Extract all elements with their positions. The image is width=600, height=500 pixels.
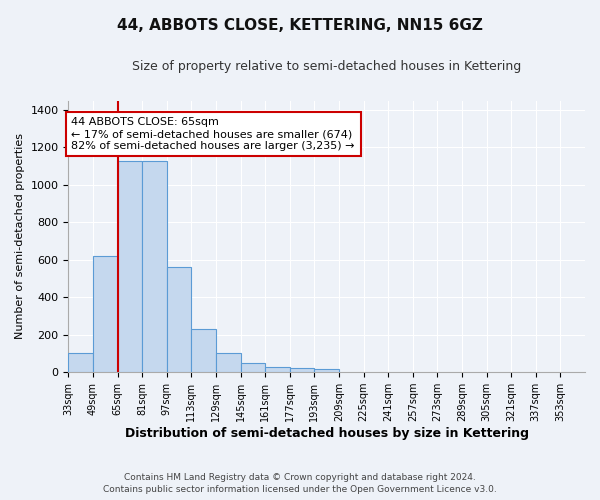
Bar	[167, 268, 191, 372]
Text: Contains HM Land Registry data © Crown copyright and database right 2024.: Contains HM Land Registry data © Crown c…	[124, 472, 476, 482]
Bar	[142, 160, 167, 372]
Bar	[216, 354, 241, 372]
Bar	[265, 366, 290, 372]
Bar	[290, 368, 314, 372]
Bar	[68, 354, 93, 372]
Bar	[241, 363, 265, 372]
X-axis label: Distribution of semi-detached houses by size in Kettering: Distribution of semi-detached houses by …	[125, 427, 529, 440]
Text: 44, ABBOTS CLOSE, KETTERING, NN15 6GZ: 44, ABBOTS CLOSE, KETTERING, NN15 6GZ	[117, 18, 483, 32]
Title: Size of property relative to semi-detached houses in Kettering: Size of property relative to semi-detach…	[132, 60, 521, 73]
Bar	[314, 370, 339, 372]
Bar	[191, 329, 216, 372]
Bar	[118, 160, 142, 372]
Text: Contains public sector information licensed under the Open Government Licence v3: Contains public sector information licen…	[103, 485, 497, 494]
Text: 44 ABBOTS CLOSE: 65sqm
← 17% of semi-detached houses are smaller (674)
82% of se: 44 ABBOTS CLOSE: 65sqm ← 17% of semi-det…	[71, 118, 355, 150]
Y-axis label: Number of semi-detached properties: Number of semi-detached properties	[15, 134, 25, 340]
Bar	[93, 256, 118, 372]
